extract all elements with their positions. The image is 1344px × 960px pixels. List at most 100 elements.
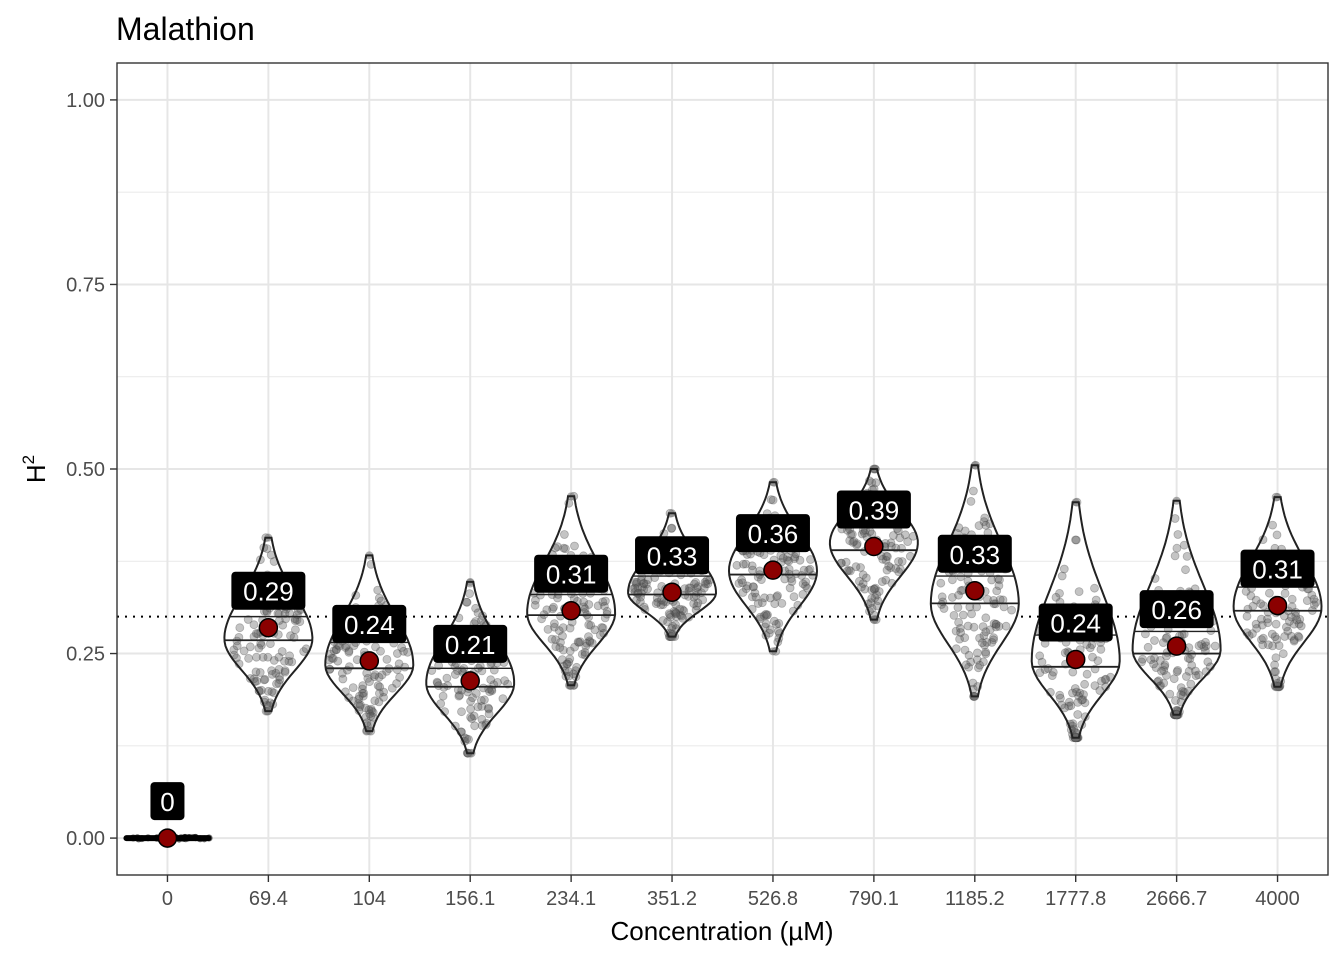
data-point	[274, 672, 284, 682]
data-point	[1293, 631, 1303, 641]
data-point	[1159, 678, 1169, 688]
data-point	[1251, 619, 1261, 629]
data-point	[956, 586, 966, 596]
data-point	[987, 575, 997, 585]
violin-outline	[526, 495, 617, 687]
data-point	[1272, 635, 1282, 644]
data-point	[434, 681, 444, 691]
data-point	[1047, 671, 1057, 680]
data-point	[551, 635, 560, 644]
data-point	[897, 557, 907, 566]
data-point	[684, 583, 694, 593]
data-point	[344, 646, 354, 656]
data-point	[260, 675, 270, 684]
mean-point	[864, 536, 884, 557]
data-point	[1201, 637, 1210, 647]
data-point	[205, 834, 213, 842]
data-point	[584, 632, 593, 641]
mean-label: 0.33	[635, 536, 710, 575]
data-point	[1056, 693, 1065, 703]
data-point	[748, 582, 758, 591]
data-point	[329, 646, 339, 656]
data-point	[581, 641, 591, 651]
mean-label: 0.24	[332, 604, 407, 643]
data-point	[249, 620, 259, 630]
data-point	[847, 529, 857, 539]
mean-label: 0.24	[1038, 603, 1113, 642]
data-point	[1264, 640, 1273, 650]
data-point	[1060, 703, 1070, 713]
data-point	[284, 657, 294, 666]
data-point	[239, 646, 249, 656]
x-tick-label: 0	[162, 888, 173, 910]
data-point	[963, 621, 973, 631]
data-point	[789, 592, 799, 602]
data-point	[841, 557, 851, 567]
data-point	[670, 607, 680, 617]
data-point	[894, 557, 903, 566]
data-point	[553, 542, 562, 552]
data-point	[955, 634, 964, 644]
mean-point	[460, 671, 480, 691]
data-point	[471, 689, 481, 698]
data-point	[1178, 691, 1188, 701]
data-point	[738, 559, 748, 569]
x-tick-label: 790.1	[849, 888, 899, 910]
data-point	[357, 684, 367, 694]
data-point	[651, 599, 661, 608]
data-point	[771, 619, 781, 629]
data-point	[869, 584, 879, 594]
data-point	[954, 618, 963, 627]
data-point	[1295, 615, 1305, 624]
data-point	[1073, 698, 1083, 707]
data-point	[889, 531, 898, 540]
data-point	[379, 692, 388, 702]
data-point	[498, 694, 508, 703]
data-point	[367, 706, 377, 716]
data-point	[365, 677, 374, 686]
data-point	[1085, 643, 1095, 653]
data-point	[1289, 619, 1299, 629]
data-point	[1283, 626, 1293, 636]
data-point	[328, 654, 338, 663]
mean-label-text: 0.21	[445, 630, 496, 660]
data-point	[466, 704, 476, 714]
data-point	[689, 599, 699, 608]
mean-label-box	[836, 490, 911, 529]
data-point	[597, 623, 607, 632]
data-point	[470, 721, 480, 731]
data-point	[354, 694, 364, 704]
data-point	[1090, 681, 1100, 690]
data-point	[903, 537, 913, 546]
data-point	[1265, 588, 1274, 598]
data-point	[989, 619, 999, 628]
data-point	[467, 714, 477, 723]
data-point	[1055, 690, 1065, 700]
mean-label-box	[735, 514, 810, 553]
data-point	[980, 513, 990, 523]
data-point	[698, 595, 708, 605]
data-point	[299, 647, 309, 656]
data-point	[871, 583, 880, 593]
data-point	[1149, 659, 1158, 669]
data-point	[543, 625, 553, 634]
data-point	[1162, 633, 1172, 642]
data-point	[975, 633, 984, 643]
data-point	[982, 638, 992, 647]
data-point	[355, 702, 365, 711]
data-point	[657, 595, 666, 605]
data-point	[1257, 635, 1266, 644]
data-point	[1259, 601, 1268, 611]
data-point	[747, 561, 757, 571]
data-point	[954, 590, 963, 600]
mean-label-box	[635, 536, 710, 575]
data-point	[801, 577, 811, 587]
mean-label-box	[1038, 603, 1113, 642]
data-point	[565, 646, 575, 656]
data-point	[267, 666, 277, 675]
data-point	[280, 666, 290, 675]
data-point	[584, 600, 594, 609]
data-point	[790, 554, 799, 563]
data-point	[783, 552, 792, 562]
data-point	[558, 623, 568, 632]
